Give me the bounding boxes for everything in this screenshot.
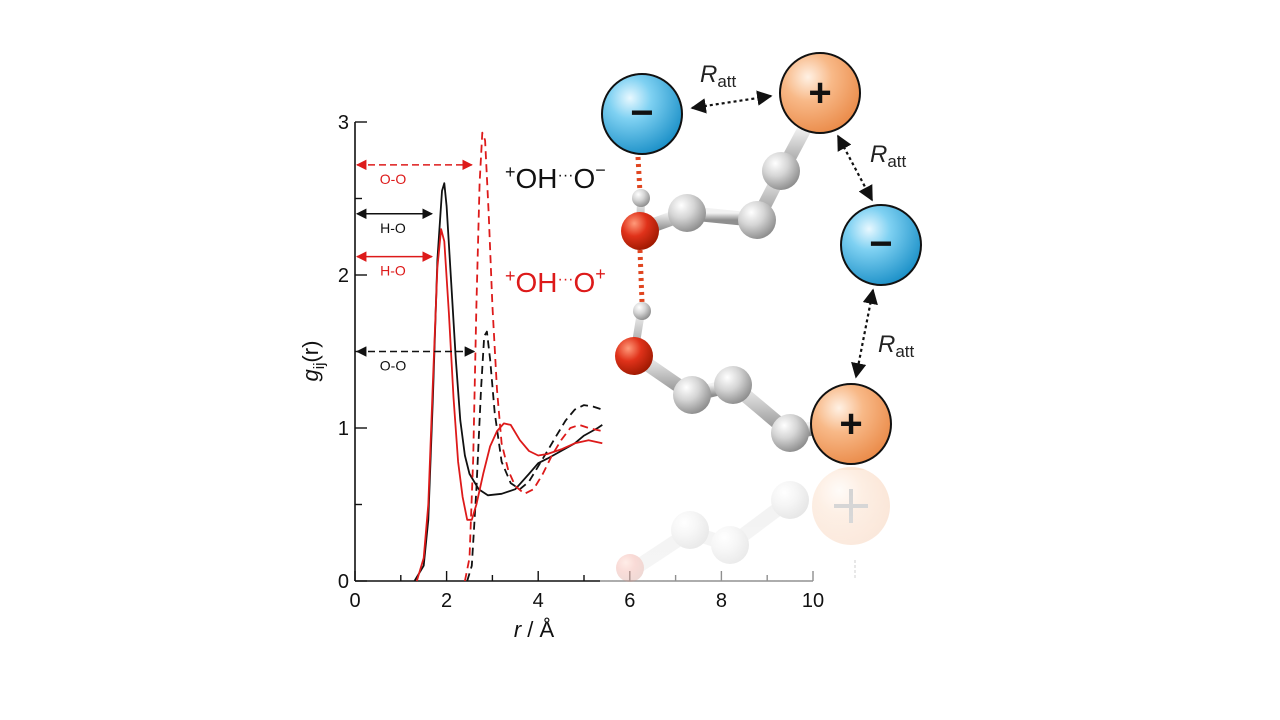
label-oh-o-minus-main: OH [516,163,558,194]
ratt-label-top-main: R [700,61,717,88]
label-oh-o-plus-sup: + [595,264,606,284]
series-black-o-o-dashed [466,330,603,582]
label-oh-o-minus: +OH···O− [505,160,606,194]
y-tick-label: 1 [338,418,349,440]
label-oh-o-minus-end: O [574,163,596,194]
x-tick-label: 4 [533,590,544,612]
y-axis-title-main: g [298,369,323,382]
anion-right-symbol: − [869,222,892,266]
oxygen-atom-lower [615,337,653,375]
x-tick-label: 2 [441,590,452,612]
carbon-atom-4 [673,376,711,414]
ratt-label-right-main: R [870,141,887,168]
ion-pair-schematic: − + − + Ratt Ratt Ratt [505,52,922,585]
x-axis-title-unit: / Å [521,617,554,642]
series-red-h-o-solid [415,228,603,582]
ratt-label-top-sub: att [717,72,736,91]
label-oh-o-plus-dots: ··· [558,271,574,288]
oxygen-atom-upper [621,212,659,250]
label-oh-o-plus-end: O [574,267,596,298]
label-oh-o-minus-dots: ··· [558,167,574,184]
y-tick-label: 2 [338,265,349,287]
ratt-label-lower-main: R [878,331,895,358]
chart-annotations: O-O H-O H-O O-O [355,159,476,374]
cation-upper-right-symbol: + [808,71,831,115]
x-axis-title: r / Å [514,617,555,642]
annotation-label-2: H-O [380,263,406,279]
ratt-label-top: Ratt [700,61,737,91]
hydrogen-atom-upper [632,189,650,207]
hbond-upper [635,156,643,194]
ratt-label-right: Ratt [870,141,907,171]
x-tick-label: 10 [802,590,824,612]
label-oh-o-minus-sup: − [595,160,606,180]
ratt-label-lower: Ratt [878,331,915,361]
carbon-atom-1 [668,194,706,232]
carbon-atom-6 [771,414,809,452]
annotation-label-3: O-O [380,358,407,374]
hydrogen-atom-lower [633,302,651,320]
y-tick-label: 0 [338,571,349,593]
carbon-atom-2 [738,201,776,239]
label-oh-o-plus-main: OH [516,267,558,298]
rdf-chart: 0 2 4 6 8 10 0 1 2 3 r / Å gij(r) O-O H-O H-O O-O [298,112,824,642]
x-tick-label: 8 [716,590,727,612]
annotation-label-1: H-O [380,220,406,236]
chart-series [413,131,603,582]
anion-right: − [840,204,922,286]
ratt-label-right-sub: att [887,152,906,171]
series-red-o-o-dashed [464,131,603,582]
x-tick-label: 0 [349,590,360,612]
label-oh-o-plus: +OH···O+ [505,264,606,298]
anion-upper-left-symbol: − [630,91,653,135]
label-oh-o-plus-prefix: + [505,266,516,286]
cation-lower-right-symbol: + [839,402,862,446]
label-oh-o-minus-prefix: + [505,162,516,182]
series-black-h-o-solid [413,182,603,582]
cation-lower-right: + [810,383,892,465]
hbond-lower [637,249,645,303]
x-tick-label: 6 [624,590,635,612]
y-axis-title-suffix: (r) [298,341,323,363]
y-tick-label: 3 [338,112,349,134]
ratt-arrow-top [690,90,773,114]
carbon-atom-5 [714,366,752,404]
ratt-arrows [690,90,878,379]
carbon-atom-3 [762,152,800,190]
ratt-arrow-lower [851,288,878,379]
anion-upper-left: − [601,73,683,155]
cation-upper-right: + [779,52,861,134]
x-axis-title-var: r [514,617,523,642]
ratt-arrow-right [837,134,873,202]
ratt-label-lower-sub: att [895,342,914,361]
annotation-label-0: O-O [380,171,407,187]
y-axis-title-sub: ij [311,363,328,370]
y-axis-title: gij(r) [298,341,328,382]
